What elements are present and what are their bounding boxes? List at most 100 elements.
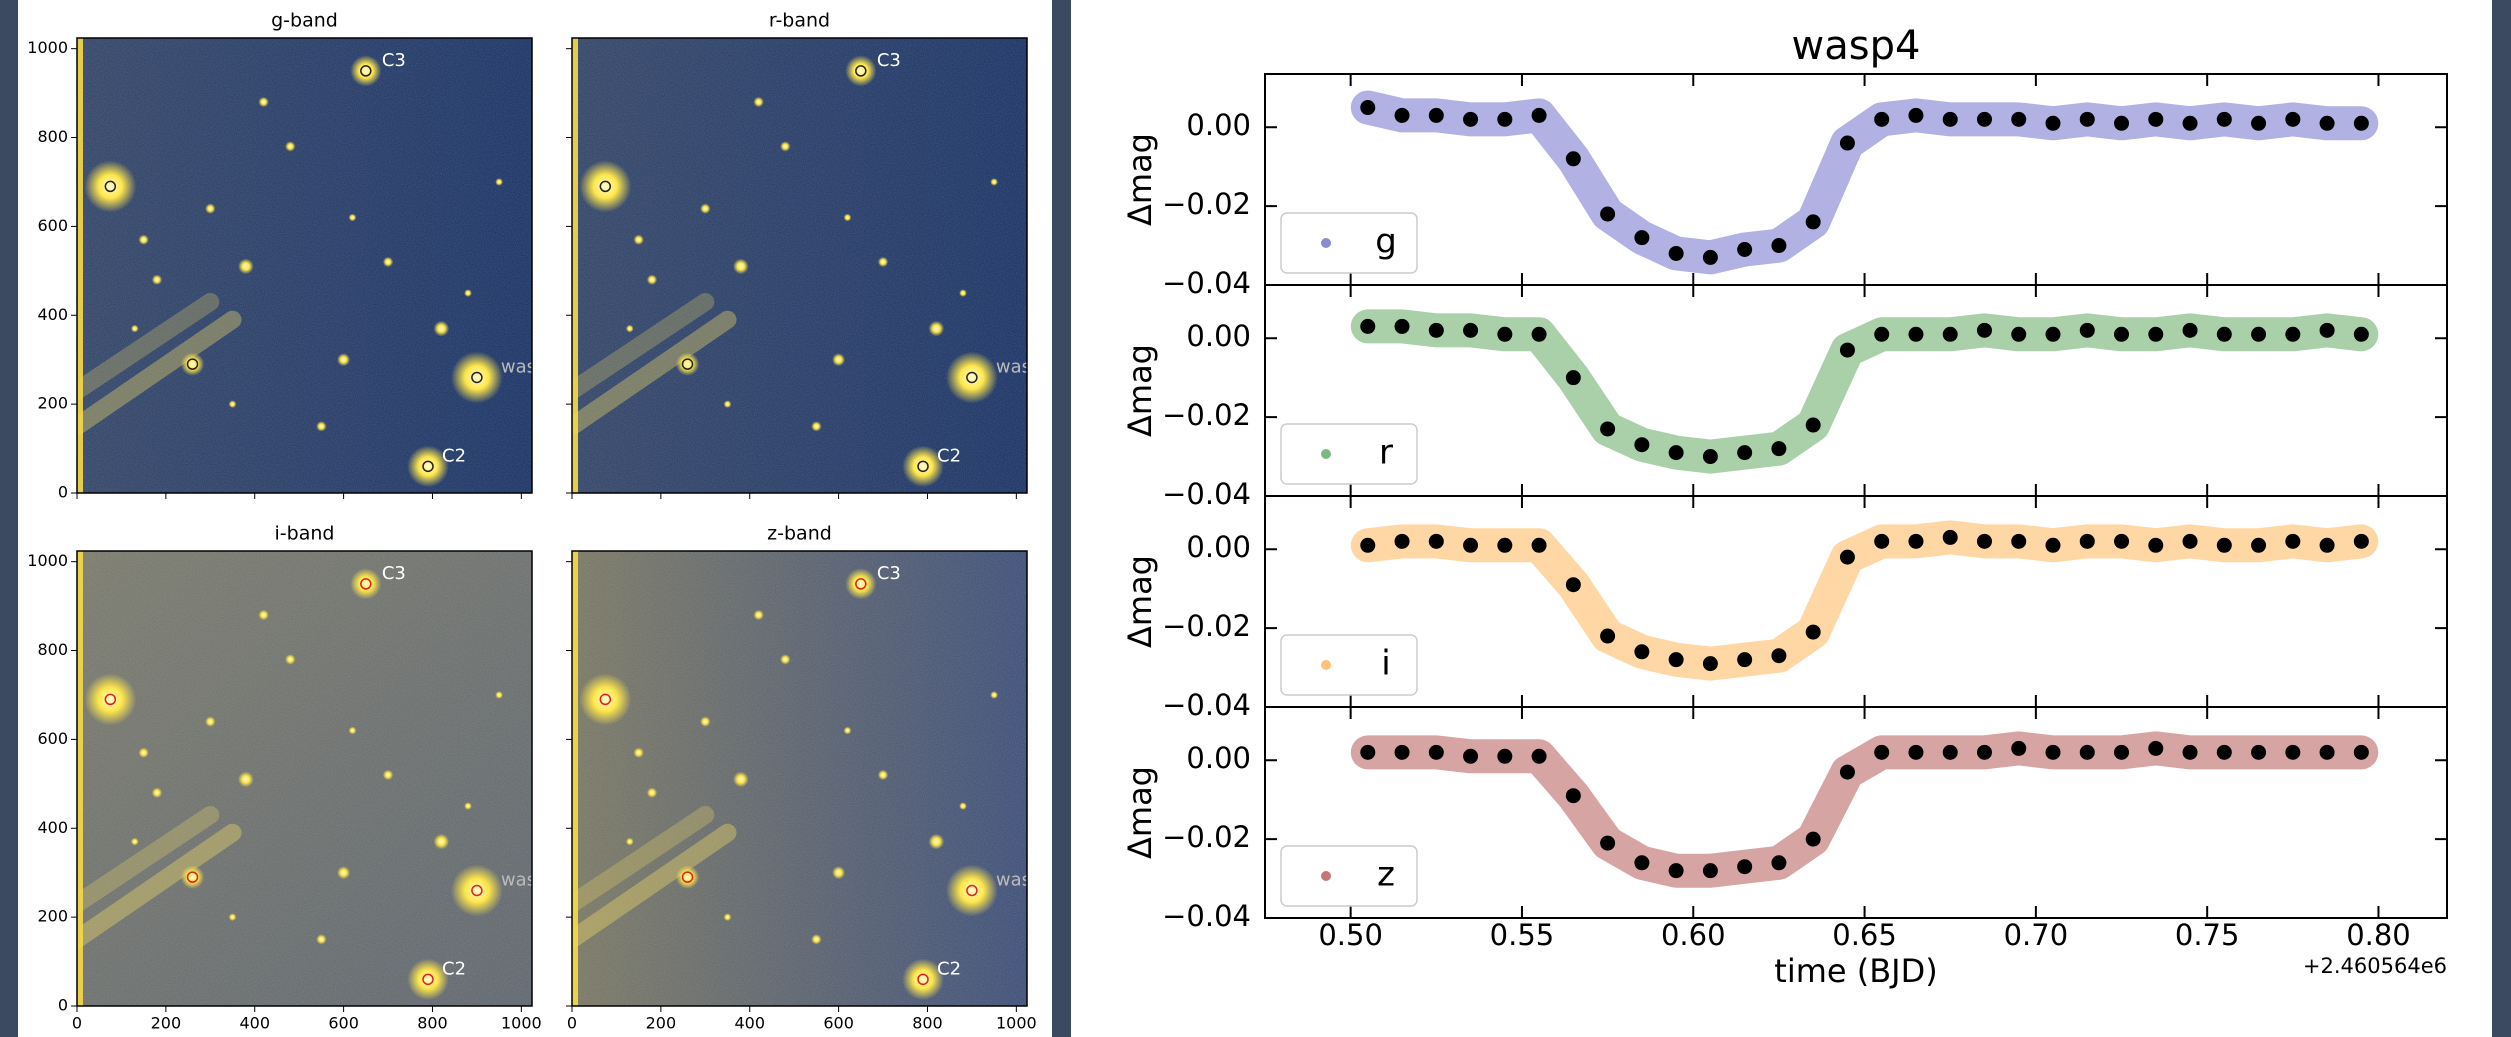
star (733, 258, 749, 275)
star (337, 353, 351, 367)
binned-point (2045, 537, 2061, 553)
binned-point (2148, 326, 2164, 342)
aperture-ring (104, 693, 117, 706)
binned-point (1360, 100, 1376, 116)
aperture-ring (186, 871, 199, 883)
x-offset-label: +2.460564e6 (2303, 954, 2447, 978)
image-y-tick-label: 800 (37, 640, 68, 659)
binned-point (1497, 537, 1513, 553)
binned-point (1668, 445, 1684, 461)
star (138, 747, 149, 758)
binned-point (1360, 318, 1376, 334)
binned-point (2045, 115, 2061, 131)
x-tick-label: 0.80 (2346, 918, 2411, 952)
binned-point (1908, 533, 1924, 549)
image-x-tick-label: 0 (72, 1014, 82, 1033)
binned-point (1497, 326, 1513, 342)
binned-point (1976, 744, 1992, 760)
star (633, 234, 644, 245)
image-x-tick-label: 200 (646, 1014, 677, 1033)
binned-point (1428, 322, 1444, 338)
aperture-ring (422, 460, 434, 473)
binned-point (2353, 326, 2369, 342)
scattered-light-streak (77, 292, 220, 400)
binned-point (2011, 326, 2027, 342)
binned-point (2319, 322, 2335, 338)
light-curve-chart: wasp4 time (BJD) +2.460564e6 −0.04 −0.02 0… (1121, 23, 2448, 990)
aperture-ring (104, 180, 117, 193)
legend-marker (1321, 238, 1331, 248)
x-tick-label: 0.50 (1318, 918, 1383, 952)
y-tick-label: −0.02 (1162, 187, 1251, 221)
image-x-tick-label: 1000 (996, 1014, 1037, 1033)
binned-point (1976, 533, 1992, 549)
binned-point (1839, 342, 1855, 358)
star (285, 654, 296, 665)
aperture-ring (599, 180, 612, 193)
aperture-ring (471, 884, 483, 897)
binned-point (2251, 537, 2267, 553)
binned-point (1600, 421, 1616, 437)
binned-point (1976, 322, 1992, 338)
x-tick-label: 0.60 (1661, 918, 1726, 952)
binned-point (1737, 652, 1753, 668)
star (205, 203, 216, 214)
y-tick-label: −0.04 (1162, 899, 1251, 933)
binned-point (1600, 628, 1616, 644)
binned-point (1531, 107, 1547, 123)
star (902, 445, 944, 488)
binned-point (2182, 322, 2198, 338)
star (902, 958, 944, 1001)
binned-point (1428, 533, 1444, 549)
star (433, 320, 450, 337)
binned-point (1497, 748, 1513, 764)
binned-point (1874, 111, 1890, 127)
binned-point (1805, 214, 1821, 230)
image-title: z-band (767, 523, 832, 545)
star (700, 716, 711, 727)
star-label: C2 (442, 445, 466, 466)
image-x-tick-label: 400 (734, 1014, 765, 1033)
binned-point (1428, 107, 1444, 123)
image-y-tick-label: 600 (37, 729, 68, 748)
image-noise (572, 38, 1027, 493)
image-y-tick-label: 200 (37, 394, 68, 413)
star (675, 865, 700, 889)
binned-point (1702, 249, 1718, 265)
band-images: C3 C2 wasp g-band 0 200 400 600 800 1000 C3 C2 wasp r… (27, 10, 1043, 1033)
aperture-ring (855, 578, 867, 590)
x-tick-label: 0.70 (2004, 918, 2069, 952)
binned-point (2353, 533, 2369, 549)
binned-point (2353, 115, 2369, 131)
binned-point (2079, 533, 2095, 549)
star (877, 769, 889, 781)
binned-point (2216, 537, 2232, 553)
star (180, 865, 205, 889)
image-frame (76, 37, 533, 494)
star (151, 787, 163, 798)
binned-point (2285, 326, 2301, 342)
binned-point (1531, 748, 1547, 764)
y-tick-label: −0.02 (1162, 609, 1251, 643)
legend-label: r (1379, 433, 1393, 473)
binned-point (1771, 648, 1787, 664)
binned-point (2079, 111, 2095, 127)
star (464, 289, 472, 297)
binned-point (1874, 533, 1890, 549)
legend-box (1280, 845, 1418, 907)
star-label: wasp (996, 869, 1043, 890)
star (753, 609, 764, 621)
binned-point (1737, 445, 1753, 461)
band-image: C3 C2 wasp (572, 38, 1027, 493)
image-y-tick-label: 1000 (27, 551, 68, 570)
star (84, 673, 137, 726)
binned-point (1874, 744, 1890, 760)
aperture-ring (917, 460, 929, 473)
binned-point (1634, 644, 1650, 660)
aperture-ring (422, 973, 434, 986)
star (450, 864, 503, 917)
binned-point (1874, 326, 1890, 342)
star (990, 691, 999, 699)
binned-point (2319, 115, 2335, 131)
